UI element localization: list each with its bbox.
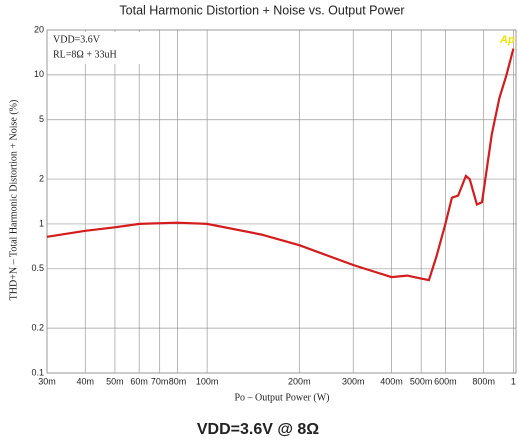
- x-tick-label: 600m: [434, 376, 457, 386]
- caption: VDD=3.6V @ 8Ω: [197, 421, 319, 438]
- x-tick-label: 70m: [151, 376, 169, 386]
- x-tick-label: 800m: [472, 376, 495, 386]
- annotation: RL=8Ω + 33uH: [53, 49, 117, 60]
- x-tick-label: 1: [511, 376, 516, 386]
- x-tick-label: 400m: [380, 376, 403, 386]
- y-tick-label: 20: [34, 24, 44, 34]
- y-tick-label: 2: [39, 173, 44, 183]
- y-axis-label: THD+N – Total Harmonic Distortion + Nois…: [8, 100, 19, 301]
- y-tick-label: 5: [39, 114, 44, 124]
- y-tick-label: 0.1: [31, 367, 44, 377]
- x-tick-label: 50m: [106, 376, 124, 386]
- y-tick-label: 10: [34, 69, 44, 79]
- annotation: VDD=3.6V: [53, 34, 101, 45]
- x-tick-label: 200m: [288, 376, 311, 386]
- x-tick-label: 40m: [77, 376, 95, 386]
- x-axis-label: Po – Output Power (W): [235, 392, 330, 403]
- data-line: [46, 48, 515, 282]
- y-tick-label: 0.5: [31, 263, 44, 273]
- x-tick-label: 30m: [38, 376, 56, 386]
- y-tick-label: 1: [39, 218, 44, 228]
- x-tick-label: 60m: [130, 376, 148, 386]
- chart-title: Total Harmonic Distortion + Noise vs. Ou…: [119, 3, 404, 17]
- x-tick-label: 300m: [342, 376, 365, 386]
- annotation-box: [49, 32, 141, 64]
- x-tick-label: 80m: [169, 376, 187, 386]
- logo: Ap: [499, 34, 515, 46]
- x-tick-label: 100m: [196, 376, 219, 386]
- plot-area: [46, 29, 517, 374]
- y-tick-label: 0.2: [31, 323, 44, 333]
- x-tick-label: 500m: [410, 376, 433, 386]
